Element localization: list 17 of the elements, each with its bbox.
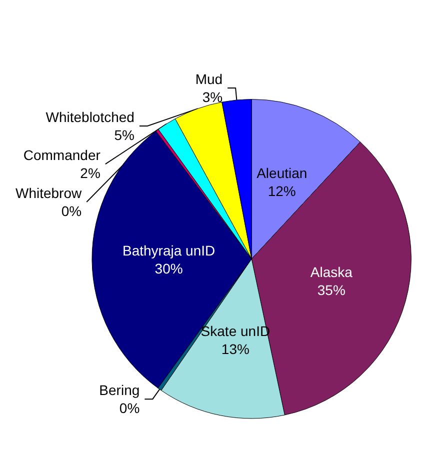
- data-label: 0%: [119, 400, 140, 416]
- slice-label: Bathyraja unID: [122, 242, 216, 259]
- data-label: 3%: [202, 89, 223, 106]
- data-label: 2%: [80, 165, 100, 182]
- data-label: 0%: [61, 203, 82, 220]
- slice-label: Whiteblotched: [46, 109, 134, 126]
- data-label: 5%: [114, 127, 134, 144]
- slice-label: Alaska: [310, 264, 353, 280]
- data-label: 13%: [221, 341, 250, 358]
- data-label: 12%: [268, 182, 296, 199]
- slice-label: Aleutian: [256, 164, 308, 181]
- slice-label: Mud: [195, 71, 223, 88]
- slice-label: Bering: [99, 382, 140, 398]
- data-label: 35%: [317, 282, 346, 298]
- data-label: 30%: [154, 260, 183, 277]
- slice-label: Whitebrow: [15, 185, 83, 202]
- slice-label: Commander: [23, 147, 101, 164]
